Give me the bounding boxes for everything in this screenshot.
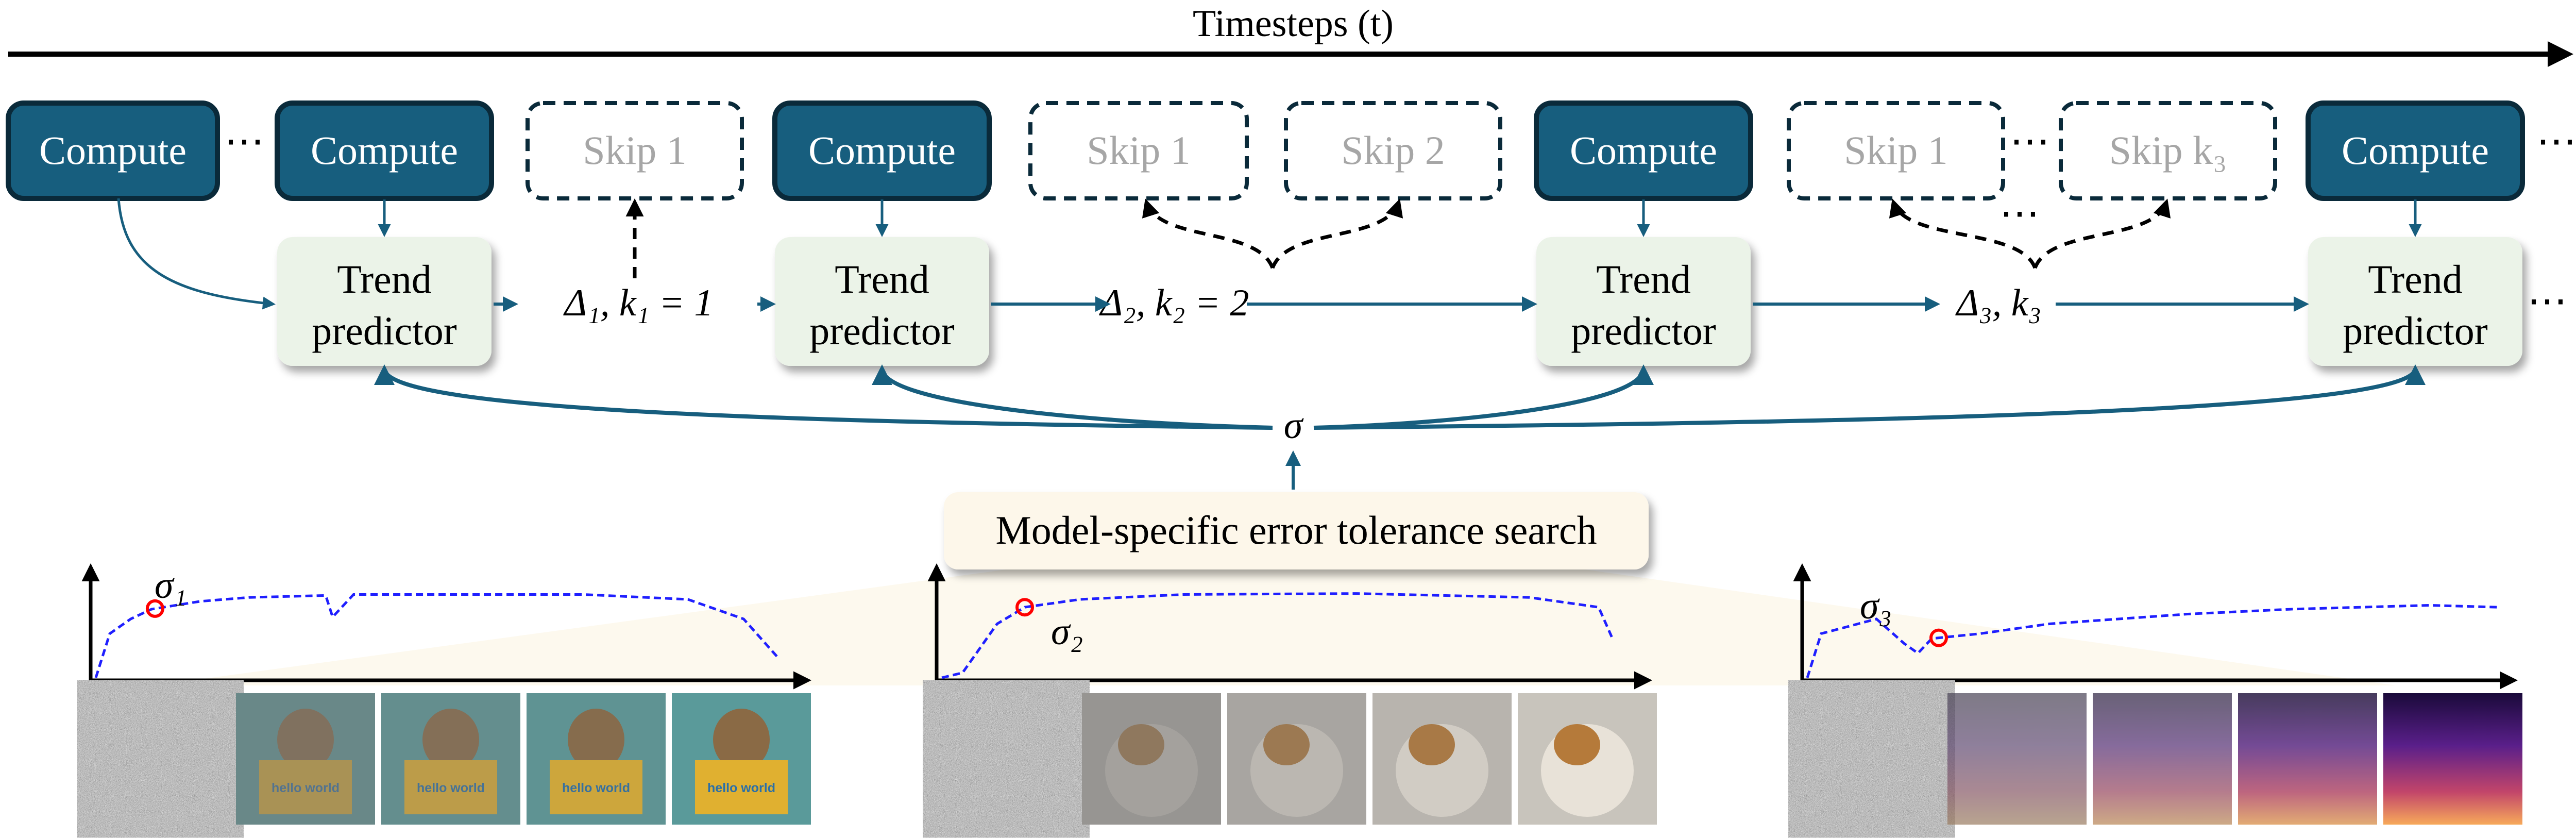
sigma-marker-label: σ₂ (1051, 611, 1083, 653)
search-box-label: Model-specific error tolerance search (995, 508, 1597, 552)
interval-label: Δ₃, k₃ (1955, 282, 2042, 324)
skip-box: Skip 1 (1028, 101, 1249, 200)
generation-thumbnail (91, 693, 230, 825)
compute-box: Compute (6, 100, 220, 201)
generation-thumbnail (1227, 693, 1366, 825)
ellipsis-dots: ⋯ (2527, 278, 2567, 323)
compute-box: Compute (772, 100, 992, 201)
sign-text: hello world (417, 781, 485, 795)
skip-arrow (1270, 198, 1403, 269)
generation-thumbnail: hello world (672, 693, 811, 825)
trend-label-line1: Trend (1596, 257, 1691, 301)
skip-box: Skip 1 (1787, 101, 2005, 200)
generation-thumbnail (937, 693, 1076, 825)
skip-arrow (1889, 198, 2037, 269)
skip-box: Skip 2 (1284, 101, 1502, 200)
sign-text: hello world (707, 781, 775, 795)
sigma-to-trend-arrow (872, 364, 1273, 430)
timesteps-title: Timesteps (t) (1193, 3, 1394, 45)
sigma-to-trend-arrow (1313, 364, 2426, 430)
trend-label-line2: predictor (809, 308, 955, 353)
search-funnel (155, 569, 2396, 685)
compute-label: Compute (2342, 128, 2489, 173)
sigma-to-trend-arrow (1313, 364, 1654, 430)
error-curve (94, 593, 779, 678)
error-curve-chart: σ₂ (927, 563, 1657, 825)
interval-label: Δ₂, k₂ = 2 (1099, 282, 1249, 324)
tolerance-marker (145, 599, 164, 618)
compute-box: Compute (2306, 100, 2525, 201)
compute-box: Compute (275, 100, 494, 201)
error-curve-chart: σ₁ hello world hello world hello world hello… (81, 563, 811, 825)
sigma-marker-label: σ₃ (1860, 585, 1892, 627)
trend-label-line2: predictor (312, 308, 457, 353)
generation-thumbnail: hello world (381, 693, 520, 825)
trend-label-line1: Trend (835, 257, 929, 301)
sigma-marker-label: σ₁ (155, 564, 187, 607)
skip-label: Skip 1 (1844, 128, 1948, 173)
ellipsis-dots: ⋯ (2536, 119, 2576, 163)
error-tolerance-search-box: Model-specific error tolerance search (944, 492, 1649, 569)
generation-thumbnail (2093, 693, 2232, 825)
sigma-symbol: σ (1284, 405, 1304, 447)
generation-thumbnail (2383, 693, 2522, 825)
skip-label: Skip k₃ (2109, 128, 2227, 173)
trend-predictor-box: Trend predictor (1536, 237, 1751, 366)
compute-box: Compute (1534, 100, 1753, 201)
generation-thumbnail (1372, 693, 1512, 825)
skip-box: Skip k₃ (2059, 101, 2277, 200)
generation-thumbnail: hello world (527, 693, 666, 825)
generation-thumbnail: hello world (236, 693, 375, 825)
ellipsis-dots: ⋯ (2010, 119, 2050, 163)
trend-label-line1: Trend (2368, 257, 2463, 301)
compute-label: Compute (311, 128, 458, 173)
error-curve (941, 592, 1614, 679)
compute-label: Compute (808, 128, 956, 173)
interval-label: Δ₁, k₁ = 1 (563, 282, 714, 324)
compute-label: Compute (1570, 128, 1717, 173)
skip-label: Skip 1 (1087, 128, 1191, 173)
sigma-to-trend-arrow (374, 364, 1273, 430)
trend-predictor-box: Trend predictor (775, 237, 989, 366)
skip-label: Skip 2 (1341, 128, 1445, 173)
trend-label-line2: predictor (2343, 308, 2488, 353)
skip-arrow (2033, 198, 2171, 269)
generation-thumbnail (1802, 693, 1941, 825)
tolerance-marker (1929, 628, 1948, 647)
generation-thumbnail (1082, 693, 1221, 825)
skip-arrow (1142, 198, 1275, 269)
trend-predictor-box: Trend predictor (2308, 237, 2522, 366)
generation-thumbnail (1947, 693, 2087, 825)
tolerance-marker (1015, 598, 1035, 617)
ellipsis-dots: ⋯ (1999, 191, 2040, 236)
skip-box: Skip 1 (526, 101, 744, 200)
compute-label: Compute (39, 128, 187, 173)
error-curve-chart: σ₃ (1793, 563, 2522, 825)
error-curve (1806, 604, 2499, 678)
generation-thumbnail (1518, 693, 1657, 825)
sign-text: hello world (562, 781, 630, 795)
skip-label: Skip 1 (583, 128, 687, 173)
trend-predictor-box: Trend predictor (277, 237, 492, 366)
trend-label-line2: predictor (1571, 308, 1716, 353)
ellipsis-dots: ⋯ (224, 119, 264, 163)
trend-label-line1: Trend (337, 257, 432, 301)
compute-to-trend-arrow (117, 198, 276, 310)
generation-thumbnail (2238, 693, 2377, 825)
